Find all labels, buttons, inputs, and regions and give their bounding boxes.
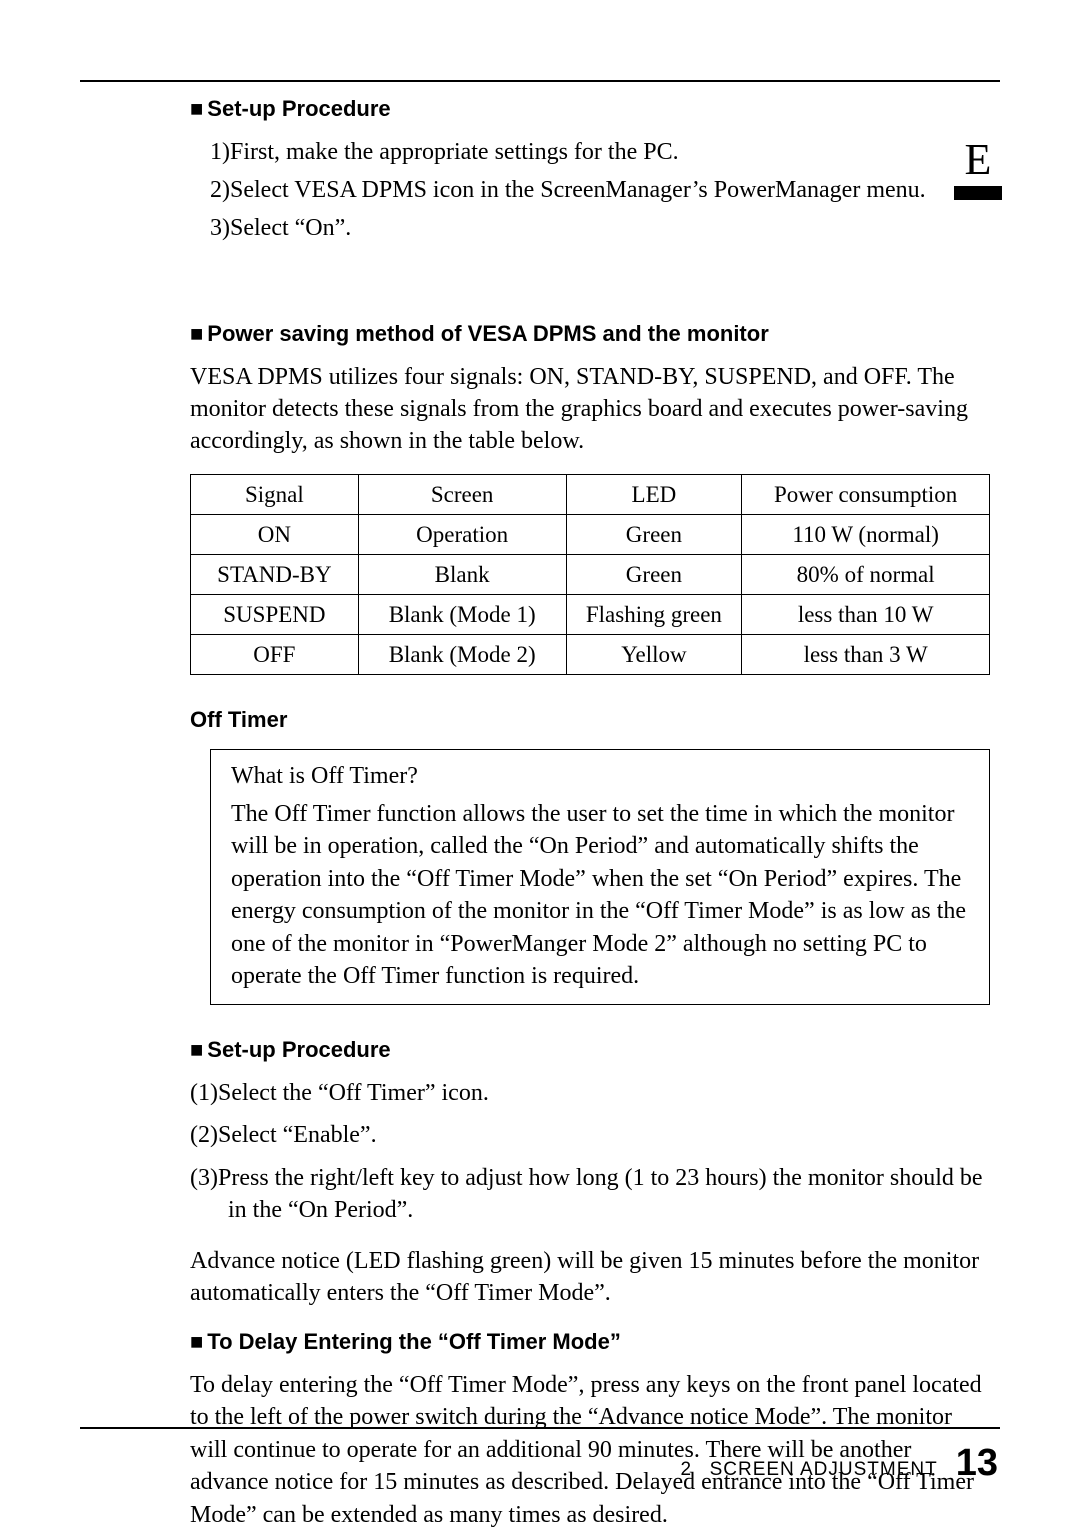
setup2-item: (2)Select “Enable”. [190, 1119, 990, 1151]
page-footer: 2 SCREEN ADJUSTMENT 13 [681, 1438, 999, 1489]
table-cell: less than 10 W [742, 594, 990, 634]
table-header: Signal [191, 474, 359, 514]
delay-heading: ■To Delay Entering the “Off Timer Mode” [190, 1327, 990, 1357]
setup2-heading-text: Set-up Procedure [207, 1037, 390, 1062]
table-header: Screen [358, 474, 566, 514]
content-column: ■Set-up Procedure 1)First, make the appr… [190, 94, 990, 1531]
table-cell: Flashing green [566, 594, 742, 634]
offtimer-heading: Off Timer [190, 705, 990, 735]
footer-chapter-title: SCREEN ADJUSTMENT [710, 1457, 938, 1483]
setup2-note: Advance notice (LED flashing green) will… [190, 1245, 990, 1310]
setup2-item: (3)Press the right/left key to adjust ho… [190, 1162, 990, 1227]
table-cell: Blank (Mode 2) [358, 634, 566, 674]
bottom-rule [80, 1427, 1000, 1429]
footer-chapter-number: 2 [681, 1457, 692, 1483]
setup2-item: (1)Select the “Off Timer” icon. [190, 1077, 990, 1109]
table-row: SUSPEND Blank (Mode 1) Flashing green le… [191, 594, 990, 634]
setup2-list: (1)Select the “Off Timer” icon. (2)Selec… [190, 1077, 990, 1227]
square-bullet-icon: ■ [190, 321, 203, 346]
table-row: OFF Blank (Mode 2) Yellow less than 3 W [191, 634, 990, 674]
table-header-row: Signal Screen LED Power consumption [191, 474, 990, 514]
setup1-item-text: Select VESA DPMS icon in the ScreenManag… [230, 177, 926, 203]
table-row: STAND-BY Blank Green 80% of normal [191, 554, 990, 594]
table-cell: SUSPEND [191, 594, 359, 634]
table-row: ON Operation Green 110 W (normal) [191, 514, 990, 554]
setup1-heading: ■Set-up Procedure [190, 94, 990, 124]
dpms-intro: VESA DPMS utilizes four signals: ON, STA… [190, 361, 990, 458]
language-tab-letter: E [954, 138, 1002, 182]
table-cell: Blank [358, 554, 566, 594]
setup1-list: 1)First, make the appropriate settings f… [210, 136, 990, 245]
table-cell: ON [191, 514, 359, 554]
delay-heading-text: To Delay Entering the “Off Timer Mode” [207, 1329, 621, 1354]
setup2-heading: ■Set-up Procedure [190, 1035, 990, 1065]
setup2-item-text: Press the right/left key to adjust how l… [218, 1165, 983, 1223]
setup1-item-text: First, make the appropriate settings for… [230, 139, 679, 165]
table-cell: STAND-BY [191, 554, 359, 594]
language-tab-bar [954, 186, 1002, 200]
table-header: LED [566, 474, 742, 514]
offtimer-answer: The Off Timer function allows the user t… [231, 798, 975, 992]
table-cell: 110 W (normal) [742, 514, 990, 554]
language-tab: E [954, 138, 1002, 200]
square-bullet-icon: ■ [190, 1329, 203, 1354]
table-cell: Green [566, 514, 742, 554]
footer-page-number: 13 [956, 1438, 998, 1489]
dpms-heading-text: Power saving method of VESA DPMS and the… [207, 321, 768, 346]
table-cell: Green [566, 554, 742, 594]
table-cell: 80% of normal [742, 554, 990, 594]
setup1-item: 2)Select VESA DPMS icon in the ScreenMan… [210, 174, 990, 206]
dpms-table: Signal Screen LED Power consumption ON O… [190, 474, 990, 675]
setup1-heading-text: Set-up Procedure [207, 96, 390, 121]
setup2-item-text: Select the “Off Timer” icon. [218, 1080, 489, 1106]
square-bullet-icon: ■ [190, 1037, 203, 1062]
top-rule [80, 80, 1000, 82]
table-cell: Yellow [566, 634, 742, 674]
square-bullet-icon: ■ [190, 96, 203, 121]
table-cell: OFF [191, 634, 359, 674]
dpms-heading: ■Power saving method of VESA DPMS and th… [190, 319, 990, 349]
setup1-item-text: Select “On”. [230, 215, 351, 241]
table-cell: Blank (Mode 1) [358, 594, 566, 634]
offtimer-question: What is Off Timer? [231, 760, 975, 792]
setup2-item-text: Select “Enable”. [218, 1122, 377, 1148]
table-header: Power consumption [742, 474, 990, 514]
table-cell: less than 3 W [742, 634, 990, 674]
setup1-item: 3)Select “On”. [210, 212, 990, 244]
setup1-item: 1)First, make the appropriate settings f… [210, 136, 990, 168]
offtimer-box: What is Off Timer? The Off Timer functio… [210, 749, 990, 1006]
table-cell: Operation [358, 514, 566, 554]
